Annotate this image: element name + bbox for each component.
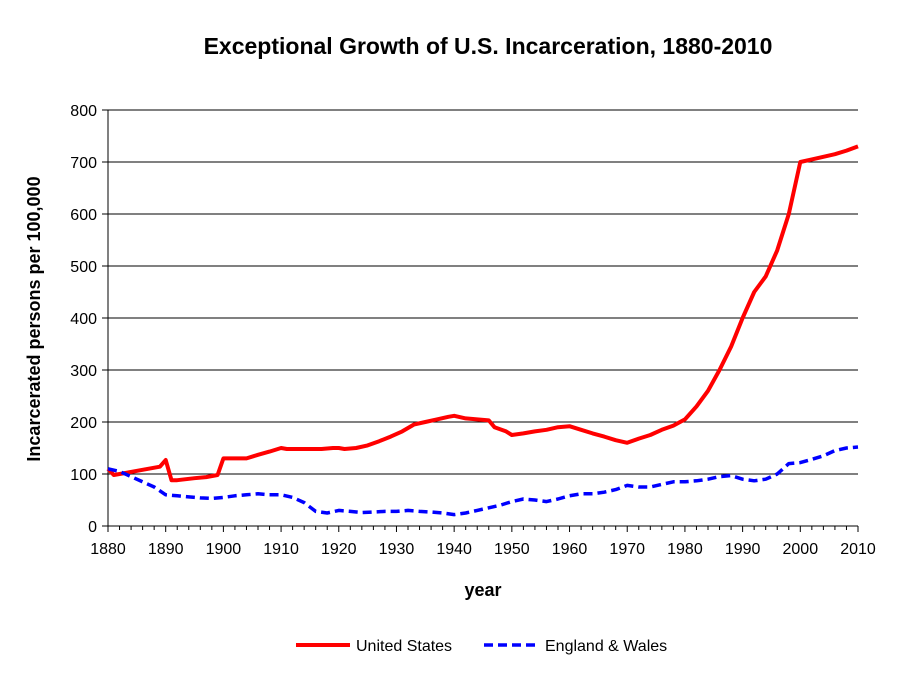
legend-label-united-states: United States <box>356 638 452 655</box>
x-axis-label: year <box>464 580 501 600</box>
series-line-england-wales <box>107 445 859 517</box>
y-axis-label: Incarcerated persons per 100,000 <box>24 176 44 461</box>
y-tick-label-300: 300 <box>70 363 97 380</box>
x-tick-label-1930: 1930 <box>379 541 415 558</box>
series-line-united-states <box>106 144 859 483</box>
x-tick-label-1910: 1910 <box>263 541 299 558</box>
y-tick-label-700: 700 <box>70 155 97 172</box>
y-tick-label-600: 600 <box>70 207 97 224</box>
series <box>106 144 859 517</box>
y-tick-label-200: 200 <box>70 415 97 432</box>
x-tick-label-1950: 1950 <box>494 541 530 558</box>
x-ticks: 1880 1890 1900 1910 1920 1930 1940 1950 1960 1970… <box>90 526 876 558</box>
x-tick-label-1970: 1970 <box>609 541 645 558</box>
legend: United States England & Wales <box>296 638 667 655</box>
x-tick-label-1980: 1980 <box>667 541 703 558</box>
chart-title: Exceptional Growth of U.S. Incarceration… <box>204 33 773 59</box>
y-tick-label-400: 400 <box>70 311 97 328</box>
grid <box>108 109 858 475</box>
x-tick-label-2010: 2010 <box>840 541 876 558</box>
y-ticks: 0 100 200 300 400 500 600 700 800 <box>70 103 108 536</box>
x-tick-label-1990: 1990 <box>725 541 761 558</box>
y-tick-label-0: 0 <box>88 519 97 536</box>
x-tick-label-1960: 1960 <box>552 541 588 558</box>
x-tick-label-1940: 1940 <box>436 541 472 558</box>
x-tick-label-1880: 1880 <box>90 541 126 558</box>
y-tick-label-100: 100 <box>70 467 97 484</box>
y-tick-label-500: 500 <box>70 259 97 276</box>
x-tick-label-2000: 2000 <box>783 541 819 558</box>
y-tick-label-800: 800 <box>70 103 97 120</box>
legend-label-england-wales: England & Wales <box>545 638 667 655</box>
x-tick-label-1890: 1890 <box>148 541 184 558</box>
x-tick-label-1920: 1920 <box>321 541 357 558</box>
x-tick-label-1900: 1900 <box>206 541 242 558</box>
